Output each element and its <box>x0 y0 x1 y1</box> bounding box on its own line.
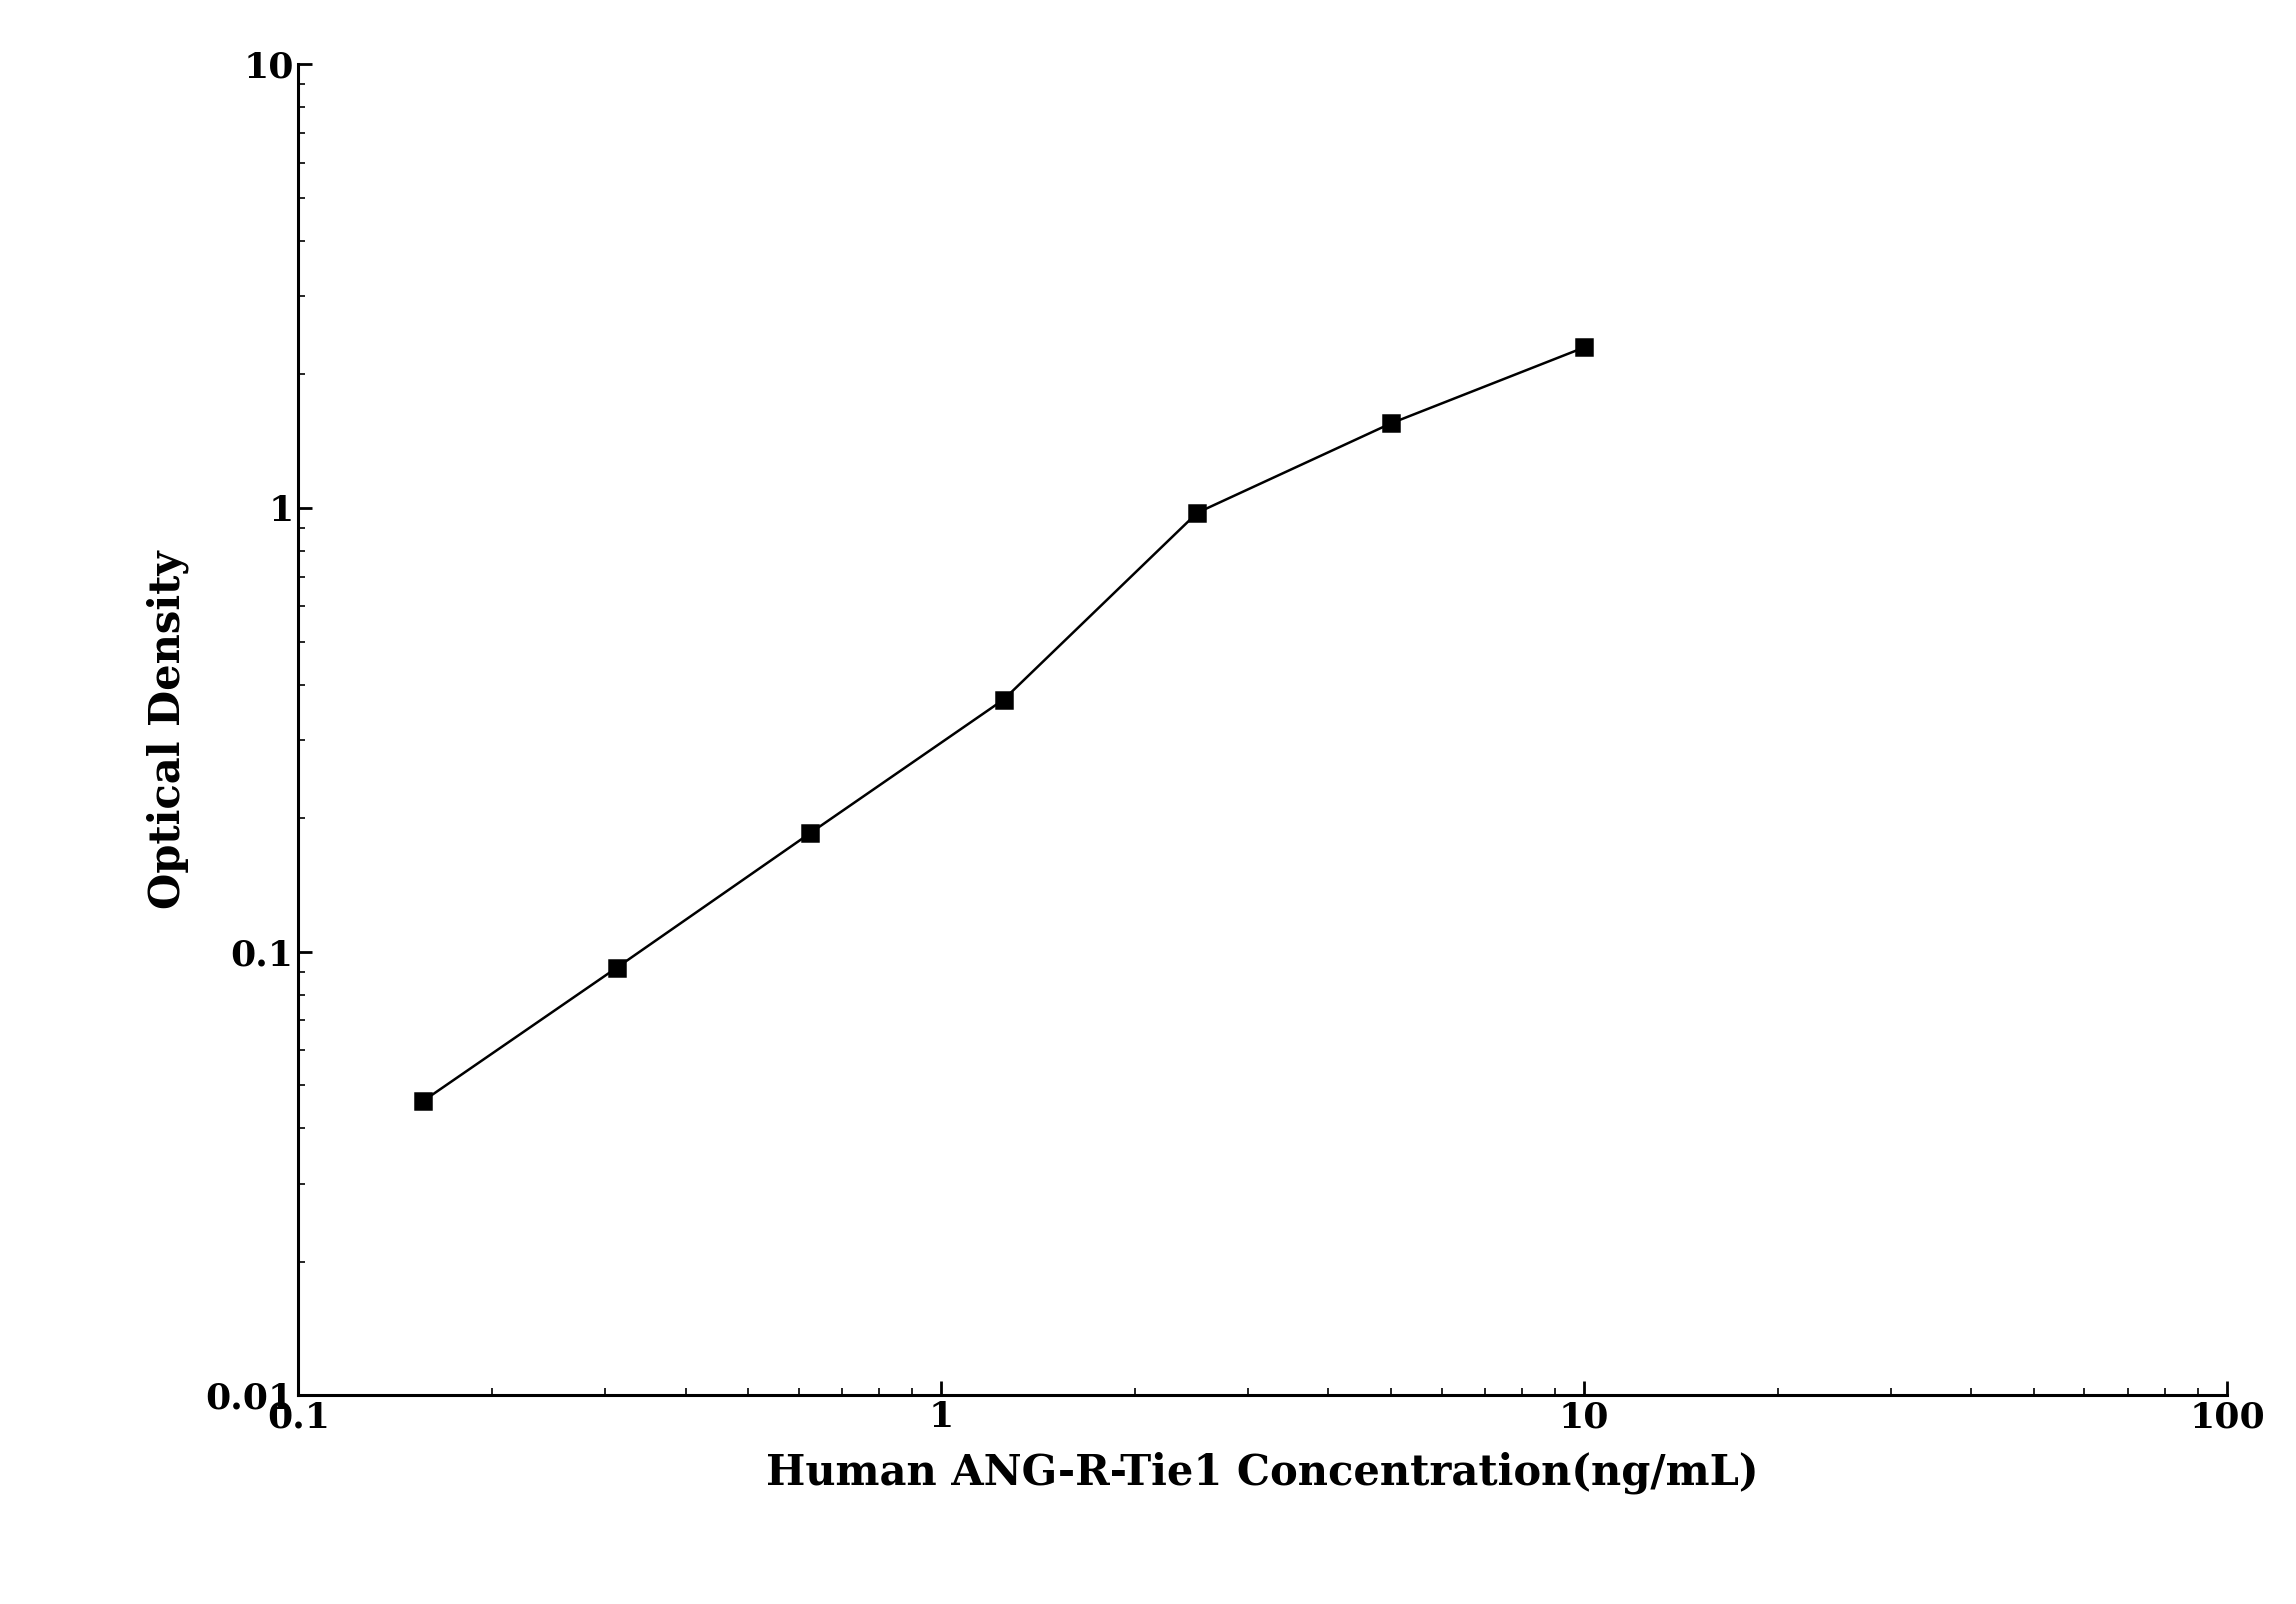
X-axis label: Human ANG-R-Tie1 Concentration(ng/mL): Human ANG-R-Tie1 Concentration(ng/mL) <box>767 1452 1759 1493</box>
Y-axis label: Optical Density: Optical Density <box>147 550 188 909</box>
